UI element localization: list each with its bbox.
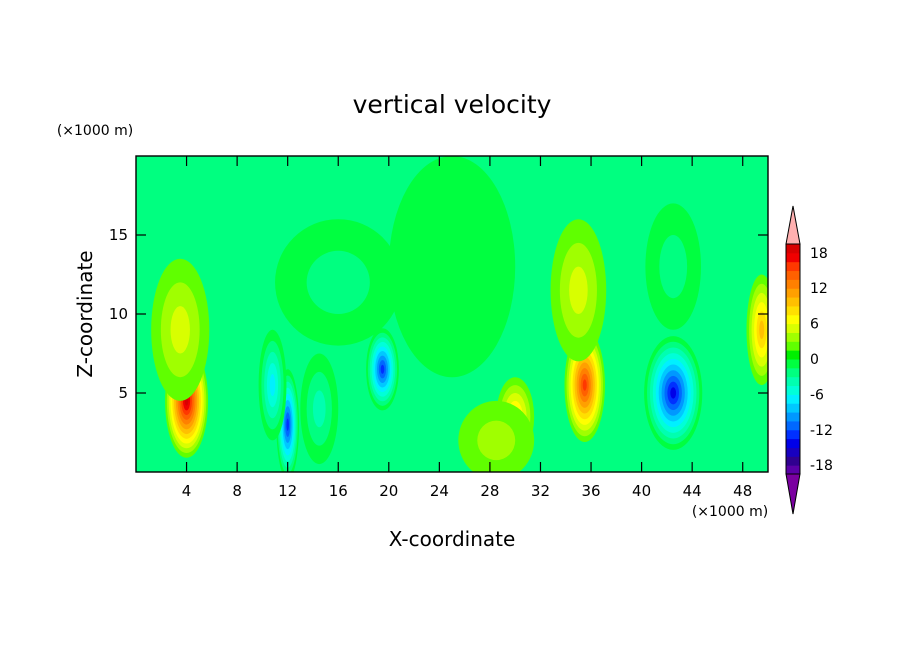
- contour-field: [151, 156, 768, 472]
- colorbar-band: [786, 438, 800, 448]
- contour-cell: [312, 390, 326, 428]
- y-axis-unit: (×1000 m): [57, 123, 133, 139]
- contour-cell: [582, 379, 587, 391]
- colorbar-band: [786, 305, 800, 316]
- contour-cell: [170, 306, 190, 354]
- contour-cell: [659, 235, 688, 299]
- colorbar-band: [786, 350, 800, 360]
- colorbar-band: [786, 412, 800, 422]
- colorbar-band: [786, 456, 800, 466]
- colorbar-band: [786, 394, 800, 404]
- colorbar-band: [786, 323, 800, 333]
- colorbar-band: [786, 314, 800, 325]
- contour-cell: [306, 250, 370, 314]
- colorbar-band: [786, 420, 800, 431]
- x-axis-label: X-coordinate: [389, 527, 516, 551]
- colorbar-tick-label: -12: [810, 423, 833, 439]
- chart-title: vertical velocity: [353, 90, 552, 119]
- contour-cell: [380, 364, 385, 374]
- x-tick-label: 48: [733, 482, 752, 500]
- contour-cell: [569, 266, 588, 314]
- plot-area: [136, 156, 768, 472]
- colorbar-band: [786, 341, 800, 351]
- contour-cell: [759, 320, 765, 340]
- colorbar-band: [786, 297, 800, 307]
- x-tick-label: 40: [632, 482, 651, 500]
- y-axis: 5 10 15: [109, 226, 768, 402]
- x-tick-label: 36: [581, 482, 600, 500]
- colorbar-band: [786, 376, 800, 387]
- colorbar-tick-label: 18: [810, 246, 828, 262]
- colorbar-band: [786, 429, 800, 440]
- x-axis-unit: (×1000 m): [692, 504, 768, 520]
- x-tick-label: 8: [232, 482, 242, 500]
- x-tick-label: 32: [531, 482, 550, 500]
- colorbar-band: [786, 403, 800, 413]
- x-tick-label: 16: [329, 482, 348, 500]
- colorbar-band: [786, 359, 800, 369]
- colorbar-band: [786, 261, 800, 272]
- x-tick-label: 4: [182, 482, 192, 500]
- colorbar-band: [786, 288, 800, 298]
- colorbar-tick-label: -6: [810, 387, 824, 403]
- x-tick-label: 20: [379, 482, 398, 500]
- contour-cell: [477, 420, 516, 461]
- x-tick-label: 24: [430, 482, 449, 500]
- colorbar-band: [786, 465, 800, 475]
- x-tick-label: 44: [683, 482, 702, 500]
- colorbar-tick-label: -18: [810, 458, 833, 474]
- contour-cell: [286, 418, 289, 431]
- colorbar-band: [786, 244, 800, 254]
- y-tick-label: 5: [118, 384, 128, 402]
- colorbar-frame: [785, 243, 801, 475]
- contour-cell: [670, 387, 677, 399]
- contour-cell: [388, 156, 516, 378]
- x-tick-label: 28: [480, 482, 499, 500]
- colorbar-extend-min: [785, 473, 801, 515]
- colorbar-band: [786, 270, 800, 280]
- colorbar-tick-label: 6: [810, 317, 819, 333]
- colorbar-band: [786, 252, 800, 263]
- colorbar-band: [786, 332, 800, 342]
- colorbar-band: [786, 367, 800, 378]
- colorbar-extend-max: [785, 205, 801, 245]
- colorbar: 18 12 6 0 -6 -12 -18: [785, 205, 833, 515]
- y-tick-label: 15: [109, 226, 128, 244]
- colorbar-tick-label: 12: [810, 281, 828, 297]
- y-axis-label: Z-coordinate: [73, 250, 97, 377]
- y-tick-label: 10: [109, 305, 128, 323]
- colorbar-band: [786, 279, 800, 289]
- colorbar-band: [786, 447, 800, 457]
- colorbar-band: [786, 385, 800, 395]
- x-axis: 4 8 12 16 20 24 28 32 36 40 44 48: [182, 156, 752, 500]
- contour-cell: [269, 374, 276, 397]
- colorbar-tick-label: 0: [810, 352, 819, 368]
- x-tick-label: 12: [278, 482, 297, 500]
